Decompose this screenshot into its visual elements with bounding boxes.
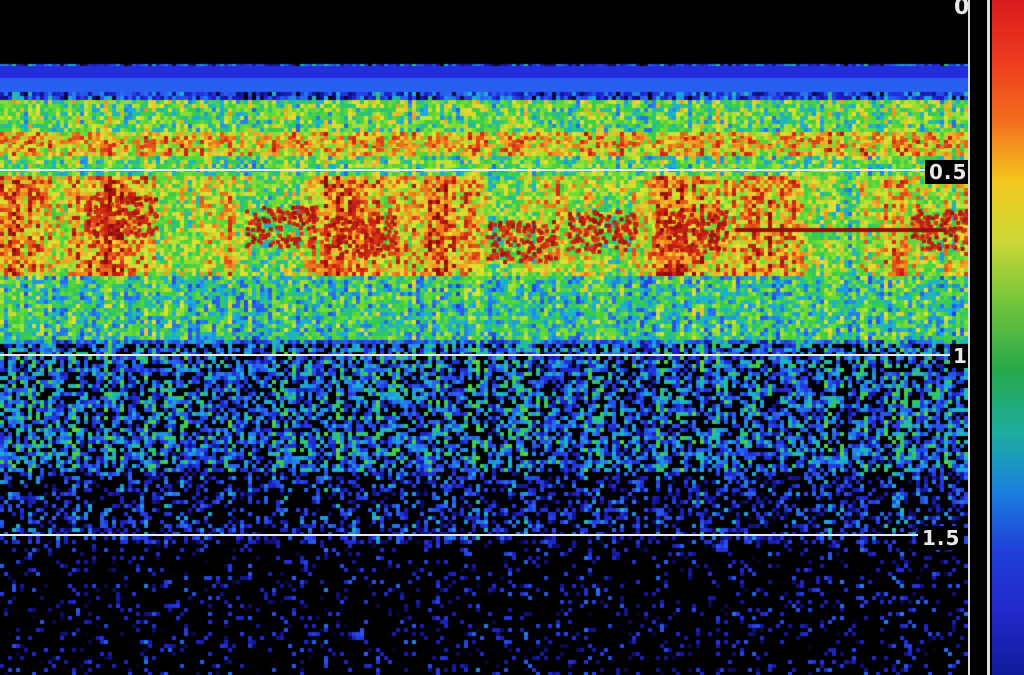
- color-scale-gradient: [992, 0, 1024, 675]
- sonar-echo-image: [0, 0, 968, 675]
- depth-label-1-5: 1.5: [918, 526, 965, 550]
- sonar-display[interactable]: 0.5 1 1.5: [0, 0, 968, 675]
- color-scale-frame: [987, 0, 990, 675]
- depth-label-1: 1: [950, 344, 968, 368]
- depth-label-0: 0: [954, 0, 970, 20]
- depth-label-0-5: 0.5: [925, 160, 968, 184]
- depth-line-1: [0, 354, 950, 356]
- depth-line-1-5: [0, 534, 920, 536]
- depth-line-0-5: [0, 169, 925, 171]
- color-scale-bar: [968, 0, 1024, 675]
